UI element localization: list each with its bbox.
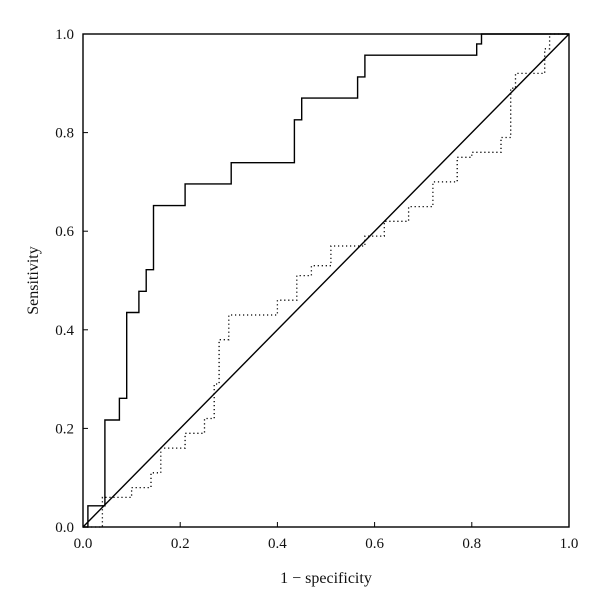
y-tick-label: 0.0 <box>55 520 74 536</box>
plot-frame <box>82 33 570 528</box>
series-line-2 <box>82 33 570 528</box>
series-line-1 <box>83 33 569 528</box>
x-axis-ticks: 0.0 0.2 0.4 0.6 0.8 1.0 <box>74 522 579 552</box>
y-tick-label: 1.0 <box>55 27 74 43</box>
y-tick-label: 0.8 <box>55 126 74 142</box>
x-tick-label: 1.0 <box>560 536 579 552</box>
y-tick-label: 0.4 <box>55 323 74 339</box>
x-tick-label: 0.0 <box>74 536 93 552</box>
x-tick-label: 0.4 <box>268 536 287 552</box>
y-axis-label: Sensitivity <box>25 246 42 314</box>
x-tick-label: 0.6 <box>365 536 384 552</box>
y-tick-label: 0.6 <box>55 224 74 240</box>
series-line-3 <box>83 33 569 528</box>
x-tick-label: 0.8 <box>462 536 481 552</box>
y-tick-label: 0.2 <box>55 421 74 437</box>
x-tick-label: 0.2 <box>171 536 190 552</box>
series-layer <box>82 33 570 528</box>
x-axis-label: 1 − specificity <box>280 570 372 587</box>
y-axis-ticks: 0.0 0.2 0.4 0.6 0.8 1.0 <box>55 27 88 536</box>
